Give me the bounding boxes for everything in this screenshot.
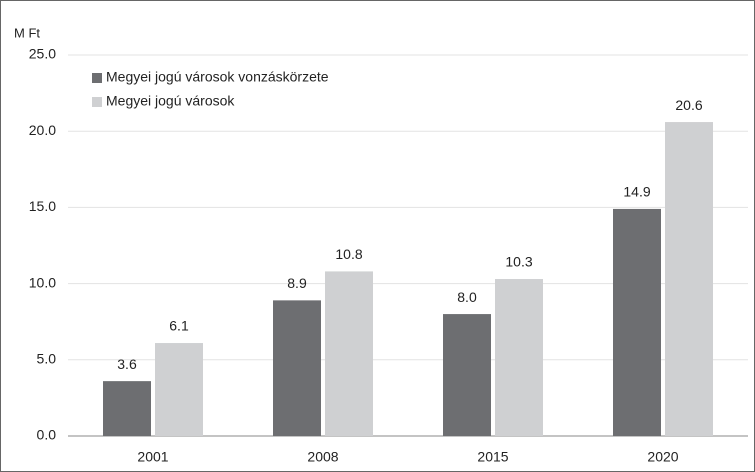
data-label: 6.1 — [169, 318, 189, 334]
x-tick-label: 2020 — [647, 449, 678, 465]
data-label: 8.0 — [457, 289, 477, 305]
bar — [325, 271, 373, 436]
legend-label: Megyei jogú városok — [106, 93, 235, 109]
y-tick-label: 0.0 — [37, 427, 57, 443]
data-label: 3.6 — [117, 356, 137, 372]
bar — [495, 279, 543, 436]
bar — [273, 300, 321, 436]
bar — [443, 314, 491, 436]
data-label: 20.6 — [675, 97, 702, 113]
y-tick-label: 5.0 — [37, 351, 57, 367]
y-tick-label: 20.0 — [29, 122, 56, 138]
bar — [665, 122, 713, 436]
bar — [155, 343, 203, 436]
legend-label: Megyei jogú városok vonzáskörzete — [106, 69, 329, 85]
data-label: 10.8 — [335, 246, 362, 262]
y-tick-label: 10.0 — [29, 274, 56, 290]
x-tick-label: 2001 — [137, 449, 168, 465]
bar — [103, 381, 151, 436]
x-tick-label: 2008 — [307, 449, 338, 465]
y-tick-label: 25.0 — [29, 46, 56, 62]
data-label: 14.9 — [623, 184, 650, 200]
data-label: 10.3 — [505, 254, 532, 270]
bar — [613, 208, 661, 436]
y-tick-label: 15.0 — [29, 198, 56, 214]
data-label: 8.9 — [287, 275, 307, 291]
legend-swatch — [92, 97, 102, 107]
y-axis-label: M Ft — [14, 25, 40, 40]
legend-swatch — [92, 73, 102, 83]
x-tick-label: 2015 — [477, 449, 508, 465]
